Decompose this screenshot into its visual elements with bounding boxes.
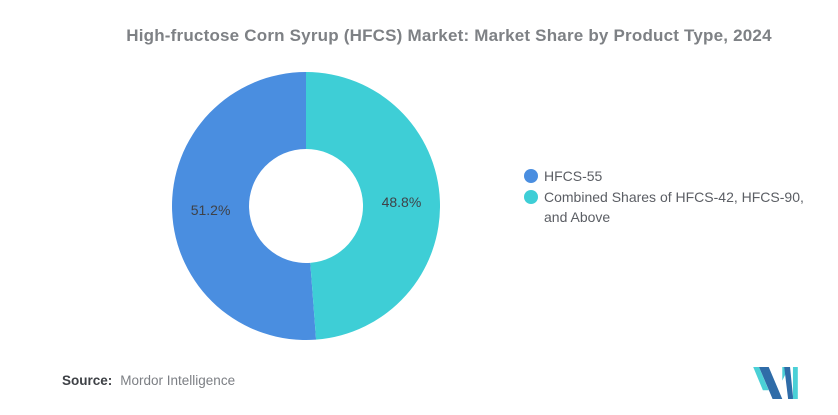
donut-chart: [172, 72, 440, 340]
legend-item-hfcs-55[interactable]: HFCS-55: [524, 166, 816, 186]
logo-shape-teal-right-bar: [792, 367, 798, 399]
legend: HFCS-55 Combined Shares of HFCS-42, HFCS…: [524, 166, 816, 228]
legend-swatch-icon: [524, 190, 538, 204]
legend-label: HFCS-55: [544, 168, 603, 184]
chart-title: High-fructose Corn Syrup (HFCS) Market: …: [126, 26, 772, 45]
legend-swatch-icon: [524, 169, 538, 183]
donut-segment-1[interactable]: [172, 72, 317, 340]
logo-shape-navy-right-diagonal: [784, 367, 793, 399]
segment-value-label: 51.2%: [190, 201, 231, 218]
donut-segment-2[interactable]: [306, 72, 440, 340]
legend-label: Combined Shares of HFCS-42, HFCS-90, and…: [544, 189, 804, 225]
mordor-intelligence-logo: [753, 367, 798, 399]
logo-shape-navy-left-diagonal: [759, 367, 783, 399]
source-value: Mordor Intelligence: [120, 373, 236, 388]
logo-shape-teal-left-band: [753, 367, 769, 391]
legend-item-combined-shares[interactable]: Combined Shares of HFCS-42, HFCS-90, and…: [524, 187, 816, 227]
segment-value-label: 48.8%: [381, 194, 422, 211]
donut-chart-area: 51.2% 48.8%: [172, 72, 440, 340]
source-line: Source: Mordor Intelligence: [62, 373, 235, 388]
source-label: Source:: [62, 373, 113, 388]
